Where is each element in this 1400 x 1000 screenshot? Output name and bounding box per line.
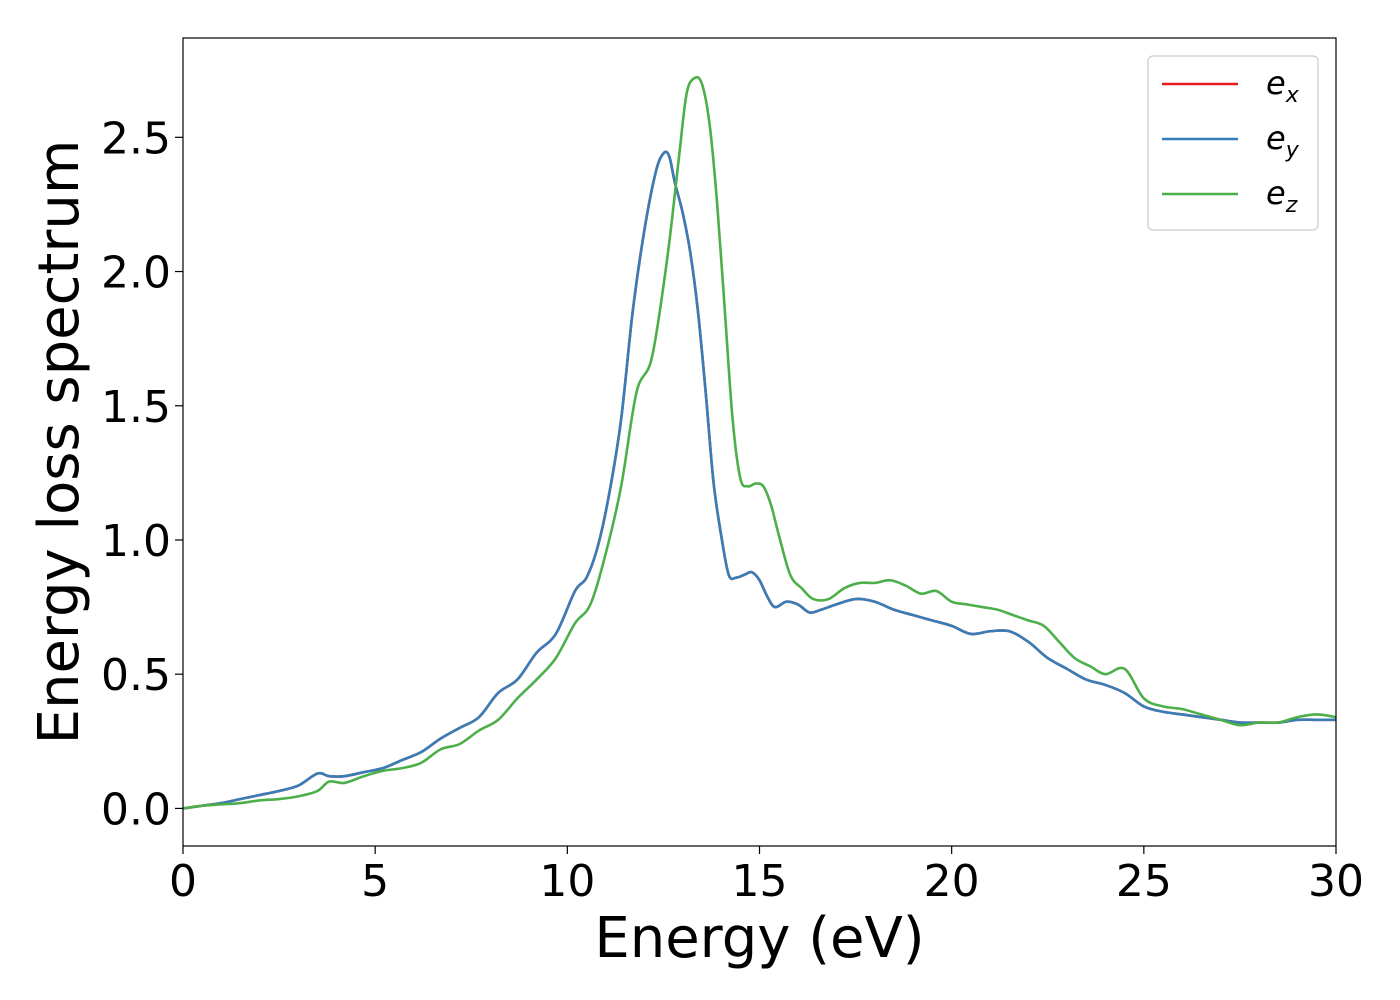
x-tick-label: 15 [732,856,788,907]
x-tick-label: 30 [1308,856,1364,907]
y-tick-label: 0.0 [101,784,171,835]
y-axis: 0.0 0.5 1.0 1.5 2.0 2.5 [101,113,183,835]
legend: ex ey ez [1147,55,1319,231]
legend-label-x: ex [1266,64,1300,108]
y-tick-label: 2.0 [101,248,171,299]
x-tick-label: 20 [924,856,980,907]
legend-label-y: ey [1266,119,1300,163]
x-tick-label: 5 [361,856,389,907]
legend-label-z: ez [1266,174,1298,218]
series-layer [183,75,1336,810]
y-tick-label: 1.5 [101,382,171,433]
series-line-e-z [183,75,1336,810]
x-tick-label: 10 [539,856,595,907]
y-tick-label: 0.5 [101,650,171,701]
y-tick-label: 1.0 [101,516,171,567]
x-tick-label: 25 [1116,856,1172,907]
series-line-e-y [183,150,1336,810]
series-line-e-x [183,150,1336,810]
legend-box [1147,55,1319,231]
y-tick-label: 2.5 [101,113,171,164]
x-axis-label: Energy (eV) [594,906,924,971]
x-axis: 0 5 10 15 20 25 30 [169,846,1364,907]
y-axis-label: Energy loss spectrum [27,140,92,745]
x-tick-label: 0 [169,856,197,907]
